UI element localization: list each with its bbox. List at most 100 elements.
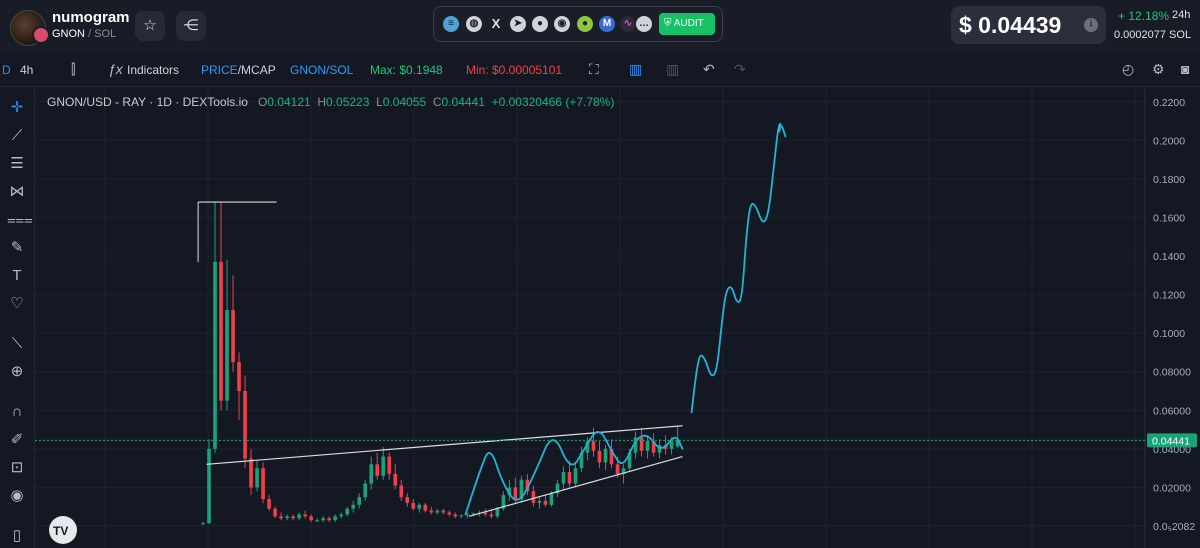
candle-body xyxy=(657,445,662,453)
y-tick-label: 0.1200 xyxy=(1153,290,1185,302)
candle-body xyxy=(489,514,494,517)
candle-body xyxy=(441,510,446,513)
current-price: $ 0.04439 xyxy=(959,12,1062,38)
reddit-icon[interactable]: ● xyxy=(532,16,548,32)
y-tick-label: 0.08000 xyxy=(1153,367,1191,379)
candle-body xyxy=(417,504,422,509)
candle-body xyxy=(225,310,229,401)
candle-type-icon[interactable]: ⫿ xyxy=(71,61,76,77)
candle-body xyxy=(243,391,247,459)
crosshair-icon[interactable]: ✛ xyxy=(10,99,24,116)
candle-body xyxy=(615,464,620,474)
change-value: +0.00320466 (+7.78%) xyxy=(491,95,615,109)
token-name: numogram xyxy=(52,9,130,26)
drawing-toolbar: ✛ ⟋ ☰ ⋈ ⩶ ✎ T ♡ ⟍ ⊕ ∩ ✐ ⊡ ◉ ▯ xyxy=(0,88,35,548)
audit-label: AUDIT xyxy=(673,18,704,29)
github-icon[interactable]: ◉ xyxy=(554,16,570,32)
other-icon[interactable]: ∿ xyxy=(620,16,636,32)
eye-icon[interactable]: ◉ xyxy=(10,487,24,504)
prediction-arrow xyxy=(690,122,787,414)
candle-body xyxy=(231,310,235,363)
candle-body xyxy=(363,483,368,498)
candle-body xyxy=(435,510,440,513)
svg-text:TV: TV xyxy=(53,524,68,538)
favorite-star-icon[interactable]: ☆ xyxy=(135,11,165,41)
candle-body xyxy=(207,448,211,524)
camera-icon[interactable]: ◙ xyxy=(1181,61,1190,77)
token-pair: GNON / SOL xyxy=(52,28,117,40)
fullscreen-icon[interactable]: ⛶ xyxy=(589,61,599,77)
candle-body xyxy=(315,520,319,522)
interval-select[interactable]: 4h xyxy=(20,63,34,77)
fib-retracement-icon[interactable]: ⩶ xyxy=(7,211,33,228)
mcap-toggle[interactable]: MCAP xyxy=(241,63,276,77)
price-box: $ 0.04439 i xyxy=(951,6,1106,44)
last-price-label: 0.04441 xyxy=(1152,435,1190,447)
indicators-icon[interactable]: ƒx xyxy=(108,61,123,77)
candle-body xyxy=(447,512,452,515)
magnet-icon[interactable]: ∩ xyxy=(11,403,23,420)
more-icon[interactable]: … xyxy=(636,16,652,32)
candle-body xyxy=(405,497,410,503)
lock-icon[interactable]: ⊡ xyxy=(10,459,24,476)
candle-body xyxy=(369,464,374,484)
price-toggle[interactable]: PRICE xyxy=(201,63,238,77)
horizontal-lines-icon[interactable]: ☰ xyxy=(10,155,24,172)
price-chart[interactable]: 0.2200 0.2000 0.1800 0.1600 0.1400 0.1200 0.10… xyxy=(35,88,1200,548)
candle-body xyxy=(303,514,307,517)
chart-symbol: GNON/USD - RAY · 1D · DEXTools.io xyxy=(47,95,248,109)
candle-body xyxy=(501,495,506,509)
settings-gear-icon[interactable]: ⚙ xyxy=(1152,61,1165,77)
website-icon[interactable]: ≡ xyxy=(443,16,459,32)
low-value: 0.04055 xyxy=(382,95,427,109)
chart-toolbar: D 4h ⫿ ƒx Indicators PRICE/MCAP GNON/SOL… xyxy=(0,54,1200,87)
candle-body xyxy=(519,479,524,500)
candle-body xyxy=(507,487,512,496)
globe-icon[interactable]: ◍ xyxy=(466,16,482,32)
candle-body xyxy=(537,500,542,503)
zoom-in-icon[interactable]: ⊕ xyxy=(10,363,24,380)
token-symbol: GNON xyxy=(52,28,85,40)
y-tick-label: 0.2000 xyxy=(1153,135,1185,147)
price-change: + 12.18% xyxy=(1118,9,1170,23)
ruler-icon[interactable]: ⟍ xyxy=(11,335,23,352)
high-value: 0.05223 xyxy=(326,95,370,109)
x-icon[interactable]: X xyxy=(491,16,501,31)
candle-body xyxy=(465,514,470,516)
brush-icon[interactable]: ✎ xyxy=(10,239,24,256)
telegram-icon[interactable]: ➤ xyxy=(510,16,526,32)
range-tag[interactable]: D xyxy=(2,63,11,77)
candle-body xyxy=(213,261,217,449)
social-links: ≡ ◍ X ➤ ● ◉ ● M ∿ … ⛨ AUDIT xyxy=(433,6,723,42)
pattern-icon[interactable]: ⋈ xyxy=(9,183,25,200)
candle-body xyxy=(411,502,416,509)
candle-body xyxy=(525,479,530,492)
candle-body xyxy=(339,514,343,517)
candle-body xyxy=(423,504,428,511)
low-key: L xyxy=(376,95,383,109)
heart-icon[interactable]: ♡ xyxy=(10,295,24,312)
y-tick-label: 0.1800 xyxy=(1153,174,1185,186)
price-mcap-toggle[interactable]: PRICE/MCAP xyxy=(201,63,276,77)
pair-toggle[interactable]: GNON/SOL xyxy=(290,63,354,77)
token-chain: SOL xyxy=(94,28,117,40)
candle-body xyxy=(273,508,277,517)
lock-drawing-icon[interactable]: ✐ xyxy=(10,431,24,448)
quick-search-icon[interactable]: ◴ xyxy=(1122,61,1135,77)
candle-body xyxy=(471,513,476,515)
candle-body xyxy=(597,450,602,463)
audit-button[interactable]: ⛨ AUDIT xyxy=(659,13,715,35)
trash-icon[interactable]: ▯ xyxy=(12,527,22,544)
text-tool-icon[interactable]: T xyxy=(12,267,22,284)
indicators-button[interactable]: Indicators xyxy=(127,63,180,77)
candle-body xyxy=(279,516,283,519)
chart-bars-icon[interactable]: ▥ xyxy=(629,61,643,77)
coinmarketcap-icon[interactable]: M xyxy=(599,16,615,32)
share-icon[interactable]: ⋲ xyxy=(176,11,206,41)
trend-line-icon[interactable]: ⟋ xyxy=(11,127,23,144)
undo-icon[interactable]: ↶ xyxy=(703,61,715,77)
coingecko-icon[interactable]: ● xyxy=(577,16,593,32)
candle-body xyxy=(321,518,325,521)
info-icon[interactable]: i xyxy=(1084,18,1098,32)
tradingview-logo[interactable]: TV xyxy=(49,516,77,544)
